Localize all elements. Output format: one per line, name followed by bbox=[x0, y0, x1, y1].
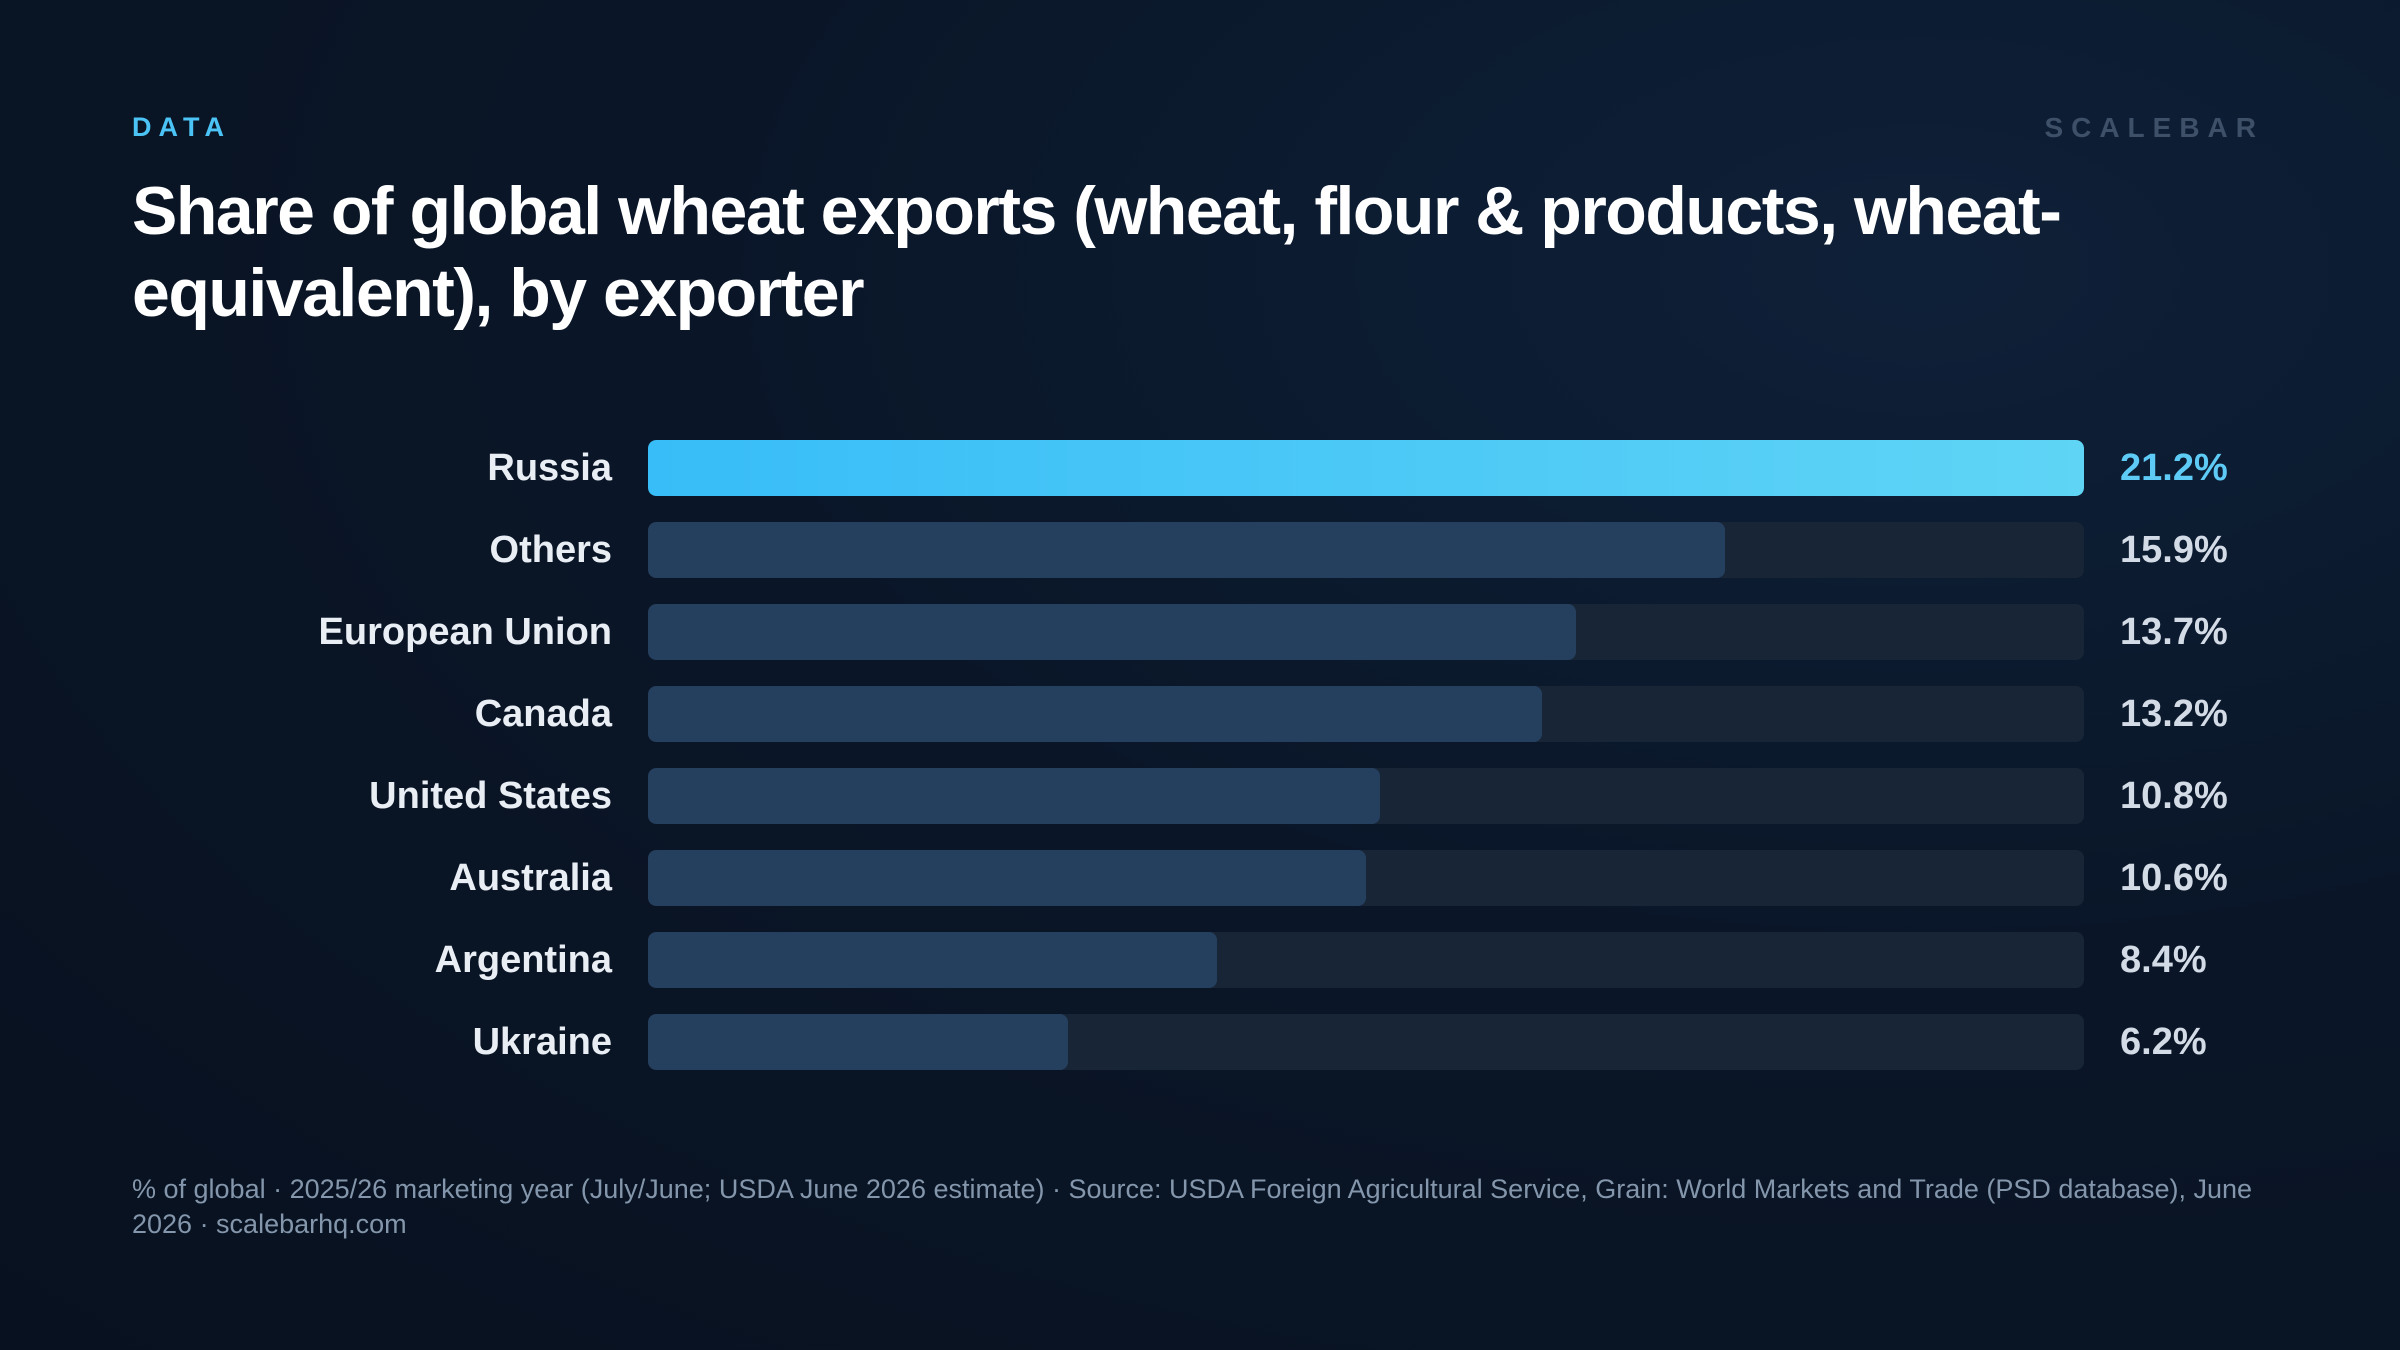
bar-track bbox=[648, 522, 2084, 578]
chart-title: Share of global wheat exports (wheat, fl… bbox=[132, 173, 2062, 331]
bar bbox=[648, 440, 2084, 496]
value-label: 21.2% bbox=[2120, 447, 2228, 489]
value-label: 8.4% bbox=[2120, 939, 2207, 981]
category-label: United States bbox=[369, 775, 612, 817]
category-label: Australia bbox=[449, 857, 612, 899]
bar-row: Argentina 8.4% bbox=[0, 932, 2400, 988]
value-label: 6.2% bbox=[2120, 1021, 2207, 1063]
bar-row: Ukraine 6.2% bbox=[0, 1014, 2400, 1070]
footnote: % of global · 2025/26 marketing year (Ju… bbox=[132, 1174, 2253, 1239]
kicker-label: DATA bbox=[132, 112, 231, 142]
bar-track bbox=[648, 604, 2084, 660]
bar-track bbox=[648, 850, 2084, 906]
bar bbox=[648, 850, 1366, 906]
bar-row: European Union 13.7% bbox=[0, 604, 2400, 660]
bar bbox=[648, 932, 1217, 988]
bar bbox=[648, 768, 1380, 824]
value-label: 10.6% bbox=[2120, 857, 2228, 899]
category-label: Ukraine bbox=[472, 1021, 612, 1063]
bar-row: Russia 21.2% bbox=[0, 440, 2400, 496]
brand-logo-text: SCALEBAR bbox=[2044, 112, 2264, 143]
bar-track bbox=[648, 1014, 2084, 1070]
bar bbox=[648, 522, 1725, 578]
category-label: Russia bbox=[487, 447, 612, 489]
bar-row: Canada 13.2% bbox=[0, 686, 2400, 742]
bar-track bbox=[648, 686, 2084, 742]
value-label: 13.7% bbox=[2120, 611, 2228, 653]
bar-row: United States 10.8% bbox=[0, 768, 2400, 824]
bar-track bbox=[648, 768, 2084, 824]
category-label: Argentina bbox=[434, 939, 612, 981]
bar-track bbox=[648, 440, 2084, 496]
bar-row: Australia 10.6% bbox=[0, 850, 2400, 906]
category-label: European Union bbox=[318, 611, 612, 653]
bar bbox=[648, 686, 1542, 742]
bar-track bbox=[648, 932, 2084, 988]
value-label: 15.9% bbox=[2120, 529, 2228, 571]
category-label: Others bbox=[489, 529, 612, 571]
value-label: 10.8% bbox=[2120, 775, 2228, 817]
bar bbox=[648, 1014, 1068, 1070]
value-label: 13.2% bbox=[2120, 693, 2228, 735]
bar-row: Others 15.9% bbox=[0, 522, 2400, 578]
bar bbox=[648, 604, 1576, 660]
category-label: Canada bbox=[474, 693, 612, 735]
